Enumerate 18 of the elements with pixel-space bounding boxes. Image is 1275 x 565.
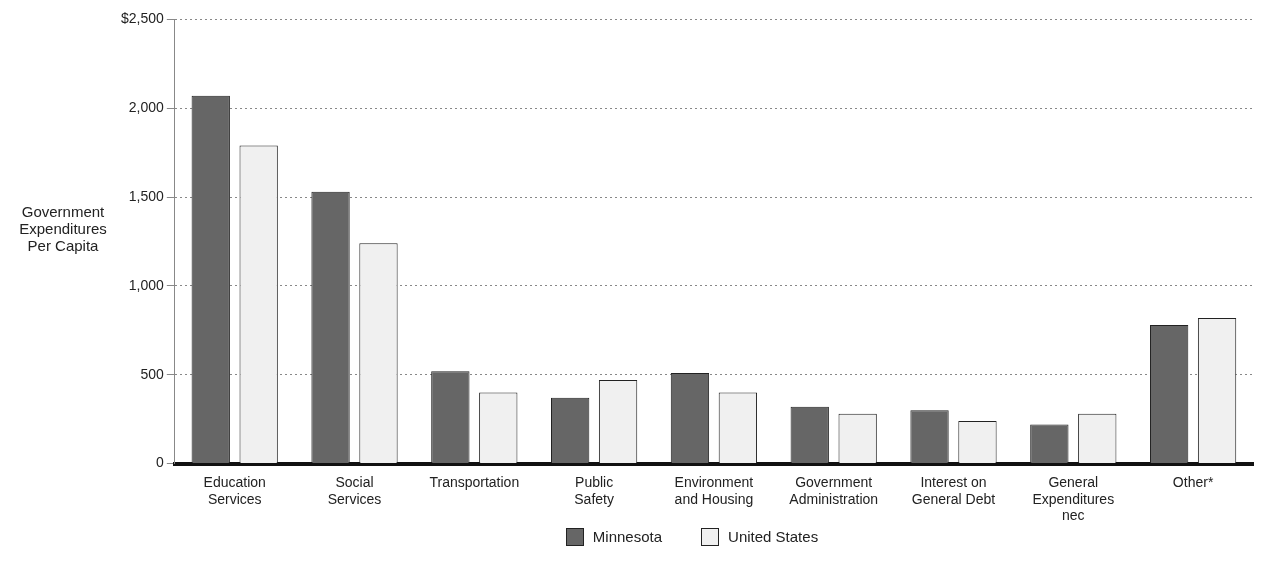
x-tick-label: Transportation xyxy=(429,473,520,490)
y-tick-label: 500 xyxy=(140,365,165,382)
x-tick-label: General Expenditures nec xyxy=(1032,473,1115,524)
x-tick-label: Government Administration xyxy=(789,473,879,507)
y-axis-title: Government Expenditures Per Capita xyxy=(18,203,108,254)
y-tick-label: $2,500 xyxy=(120,10,165,27)
x-tick-label: Social Services xyxy=(327,473,382,507)
legend-label: Minnesota xyxy=(592,528,663,545)
legend-label: United States xyxy=(728,528,819,545)
y-tick-label: 1,000 xyxy=(128,276,165,293)
x-tick-label: Environment and Housing xyxy=(674,473,754,507)
y-tick-label: 1,500 xyxy=(128,187,165,204)
x-tick-label: Interest on General Debt xyxy=(911,473,996,507)
x-tick-label: Education Services xyxy=(203,473,266,507)
y-tick-label: 2,000 xyxy=(128,99,165,116)
y-tick-label: 0 xyxy=(156,454,165,471)
x-tick-label: Public Safety xyxy=(574,473,614,507)
x-tick-label: Other* xyxy=(1172,473,1214,490)
